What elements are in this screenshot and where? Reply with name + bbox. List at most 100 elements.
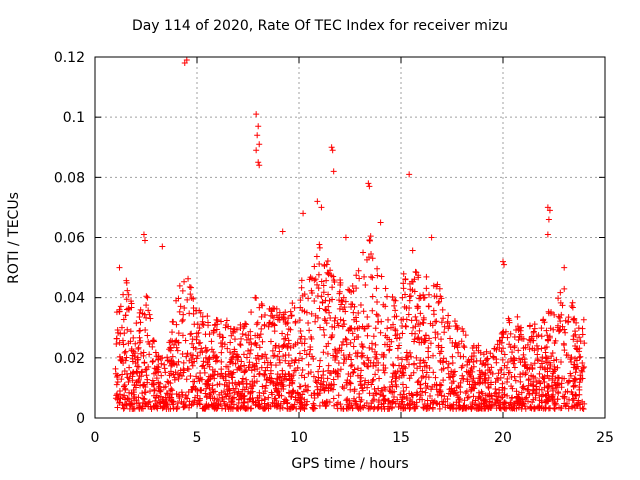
x-axis-label: GPS time / hours — [291, 456, 409, 472]
data-point — [441, 329, 448, 336]
data-point — [521, 403, 528, 410]
data-point-peak — [328, 144, 335, 151]
data-point — [577, 372, 584, 379]
data-point — [512, 377, 519, 384]
data-point — [267, 312, 274, 319]
data-point — [517, 371, 524, 378]
data-point — [390, 362, 397, 369]
data-point — [468, 353, 475, 360]
data-point — [444, 320, 451, 327]
data-point — [211, 322, 218, 329]
data-point — [171, 376, 178, 383]
data-point — [530, 373, 537, 380]
data-point — [132, 359, 139, 366]
data-point — [255, 402, 262, 409]
data-point — [553, 384, 560, 391]
data-point — [439, 306, 446, 313]
data-point-peak — [256, 141, 263, 148]
data-point — [351, 336, 358, 343]
data-point — [441, 323, 448, 330]
data-point — [366, 344, 373, 351]
data-point — [342, 308, 349, 315]
data-point — [276, 348, 283, 355]
data-point — [517, 359, 524, 366]
data-point — [245, 347, 252, 354]
data-point — [489, 395, 496, 402]
data-point — [300, 405, 307, 412]
data-point-peak — [544, 231, 551, 238]
data-point — [458, 338, 465, 345]
data-point — [258, 364, 265, 371]
data-point — [400, 372, 407, 379]
data-point — [398, 362, 405, 369]
data-point — [247, 346, 254, 353]
data-point — [403, 305, 410, 312]
data-point — [167, 405, 174, 412]
data-point — [290, 387, 297, 394]
data-point — [125, 340, 132, 347]
data-point — [361, 273, 368, 280]
data-point — [315, 271, 322, 278]
data-point — [288, 375, 295, 382]
data-point — [579, 331, 586, 338]
data-point — [499, 384, 506, 391]
data-point — [335, 347, 342, 354]
data-point — [538, 386, 545, 393]
data-point — [284, 344, 291, 351]
data-point — [272, 342, 279, 349]
data-point — [353, 272, 360, 279]
data-point — [291, 359, 298, 366]
data-point — [531, 360, 538, 367]
data-point — [447, 335, 454, 342]
data-point — [280, 316, 287, 323]
data-point — [501, 405, 508, 412]
data-point — [287, 308, 294, 315]
data-point — [359, 352, 366, 359]
data-point — [237, 342, 244, 349]
data-point — [248, 341, 255, 348]
y-tick-label: 0.12 — [54, 50, 85, 66]
data-point — [579, 359, 586, 366]
data-point — [324, 269, 331, 276]
data-point — [253, 295, 260, 302]
data-point — [320, 326, 327, 333]
data-point — [189, 336, 196, 343]
data-point — [481, 375, 488, 382]
data-point — [271, 328, 278, 335]
data-point — [526, 391, 533, 398]
data-point — [114, 379, 121, 386]
data-point — [364, 313, 371, 320]
data-point — [415, 274, 422, 281]
data-point — [415, 334, 422, 341]
data-point — [347, 386, 354, 393]
data-point — [152, 394, 159, 401]
data-point — [389, 293, 396, 300]
data-point — [193, 333, 200, 340]
data-point — [308, 310, 315, 317]
data-point — [242, 405, 249, 412]
data-point — [161, 365, 168, 372]
data-point — [551, 405, 558, 412]
data-point — [451, 318, 458, 325]
data-point — [392, 297, 399, 304]
data-point — [224, 381, 231, 388]
data-point — [496, 344, 503, 351]
data-point — [246, 359, 253, 366]
data-point — [466, 381, 473, 388]
data-point — [135, 376, 142, 383]
data-point — [351, 397, 358, 404]
data-point — [365, 323, 372, 330]
data-point — [438, 392, 445, 399]
data-point — [420, 316, 427, 323]
data-point — [357, 403, 364, 410]
data-point — [561, 400, 568, 407]
data-point — [331, 278, 338, 285]
data-point — [296, 317, 303, 324]
data-point — [449, 353, 456, 360]
data-point — [256, 370, 263, 377]
data-point — [256, 371, 263, 378]
data-point — [116, 353, 123, 360]
data-point — [238, 403, 245, 410]
data-point — [243, 384, 250, 391]
data-point — [177, 303, 184, 310]
